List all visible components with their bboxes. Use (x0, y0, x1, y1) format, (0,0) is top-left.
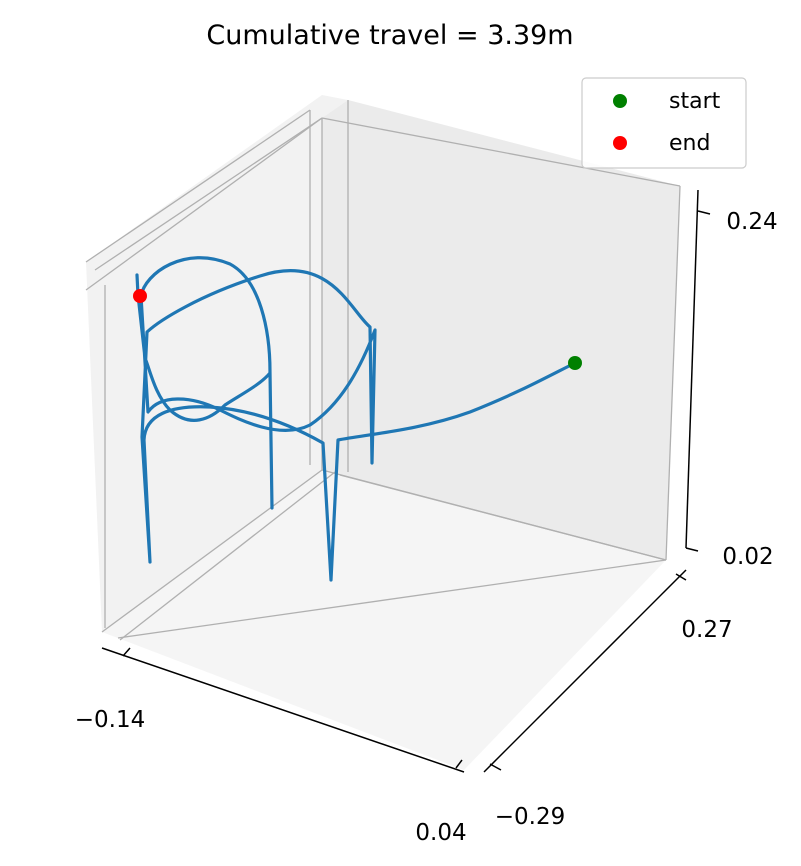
back-left-pane (86, 95, 348, 632)
x-tick-label-max: 0.04 (415, 820, 466, 846)
grid-lines (85, 100, 681, 641)
legend-box (581, 77, 747, 169)
chart-title: Cumulative travel = 3.39m (206, 20, 573, 51)
trajectory-line (135, 256, 577, 582)
back-right-pane (322, 100, 680, 560)
legend-end-swatch (613, 136, 627, 150)
legend-end-label: end (669, 131, 710, 156)
y-tick-label-max: 0.27 (681, 617, 732, 643)
z-tick-label-min: 0.02 (722, 544, 773, 570)
legend: start end (581, 77, 747, 169)
y-tick-label-min: −0.29 (495, 804, 565, 830)
z-tick-label-max: 0.24 (726, 209, 777, 235)
end-marker (133, 289, 147, 303)
legend-start-label: start (669, 89, 721, 114)
legend-start-swatch (613, 94, 627, 108)
axis-lines (101, 189, 711, 773)
x-tick-label-min: −0.14 (75, 707, 145, 733)
floor-pane (102, 470, 666, 770)
start-marker (568, 356, 582, 370)
